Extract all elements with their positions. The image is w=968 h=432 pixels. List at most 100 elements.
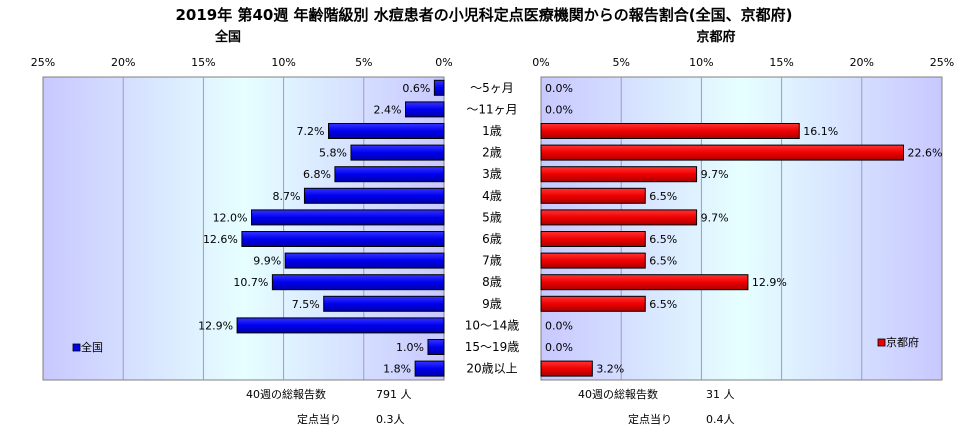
category-label: ～5ヶ月 xyxy=(470,81,514,95)
national-bars: 0.6%2.4% 7.2% 5.8% 6.8%8.7% 12.0% 12.6% 9.9% 10… xyxy=(198,79,445,377)
kyoto-data-label: 6.5% xyxy=(649,233,677,246)
kyoto-x-tick-label: 0% xyxy=(532,56,549,69)
kyoto-data-label: 6.5% xyxy=(649,255,677,268)
national-bar xyxy=(251,209,445,226)
category-label: 9歳 xyxy=(482,297,502,311)
national-data-label: 8.7% xyxy=(272,190,300,203)
category-label: 8歳 xyxy=(482,275,502,289)
national-bar xyxy=(427,339,445,355)
national-plot-area xyxy=(42,76,445,381)
national-data-label: 7.5% xyxy=(292,298,320,311)
kyoto-bar xyxy=(540,295,646,312)
kyoto-bar xyxy=(540,166,698,183)
category-label: 7歳 xyxy=(482,254,502,268)
national-legend-swatch xyxy=(72,343,81,352)
category-label: 4歳 xyxy=(482,189,502,203)
kyoto-bar xyxy=(540,360,593,377)
kyoto-bar xyxy=(540,231,646,247)
category-label: 15～19歳 xyxy=(465,340,520,354)
category-label: 10～14歳 xyxy=(465,318,520,332)
national-data-label: 1.0% xyxy=(396,341,424,354)
national-x-tick-label: 15% xyxy=(191,56,215,69)
kyoto-panel-title: 京都府 xyxy=(696,29,735,45)
kyoto-x-tick-label: 5% xyxy=(612,56,629,69)
national-bar xyxy=(328,123,445,139)
kyoto-bar xyxy=(540,209,698,226)
national-data-label: 0.6% xyxy=(402,82,430,95)
kyoto-data-label: 6.5% xyxy=(649,298,677,311)
main-title: 2019年 第40週 年齢階級別 水痘患者の小児科定点医療機関からの報告割合(全… xyxy=(175,6,792,24)
national-bar xyxy=(433,79,445,96)
kyoto-bars: 0.0% 0.0% 16.1% 22.6% 9.7% 6.5% 9.7% 6.5% 6.5% 12… xyxy=(540,82,943,377)
category-label: 20歳以上 xyxy=(466,362,517,376)
national-total-value: 791 人 xyxy=(376,388,412,401)
category-label: 6歳 xyxy=(482,232,502,246)
category-label: 2歳 xyxy=(482,146,502,160)
national-bar xyxy=(241,231,445,247)
national-x-tick-label: 0% xyxy=(435,56,452,69)
kyoto-legend-label: 京都府 xyxy=(886,335,919,349)
national-data-label: 1.8% xyxy=(383,363,411,376)
category-labels: ～5ヶ月 ～11ヶ月 1歳 2歳 3歳 4歳 5歳 6歳 7歳 8歳 9歳 10～14歳 15～19歳 2… xyxy=(465,81,520,376)
kyoto-plot-area xyxy=(540,76,943,381)
kyoto-data-label: 0.0% xyxy=(545,341,573,354)
national-data-label: 6.8% xyxy=(303,168,331,181)
kyoto-bar xyxy=(540,187,646,204)
kyoto-per-site-value: 0.4人 xyxy=(706,413,735,426)
national-data-label: 2.4% xyxy=(374,103,402,116)
kyoto-bar xyxy=(540,144,905,161)
kyoto-legend: 京都府 xyxy=(877,335,919,349)
kyoto-data-label: 3.2% xyxy=(596,363,624,376)
national-bar xyxy=(414,360,445,377)
kyoto-data-label: 6.5% xyxy=(649,190,677,203)
kyoto-data-label: 9.7% xyxy=(701,168,729,181)
kyoto-data-label: 16.1% xyxy=(803,125,838,138)
national-data-label: 7.2% xyxy=(297,125,325,138)
kyoto-x-tick-label: 20% xyxy=(850,56,874,69)
kyoto-x-tick-label: 25% xyxy=(930,56,954,69)
national-x-tick-label: 20% xyxy=(111,56,135,69)
kyoto-bar xyxy=(540,252,646,269)
kyoto-data-label: 0.0% xyxy=(545,319,573,332)
kyoto-bar xyxy=(540,123,800,139)
national-data-label: 12.9% xyxy=(198,319,233,332)
national-data-label: 10.7% xyxy=(233,276,268,289)
national-x-tick-label: 10% xyxy=(271,56,295,69)
kyoto-bar xyxy=(540,274,749,291)
national-total-label: 40週の総報告数 xyxy=(246,387,326,401)
national-data-label: 9.9% xyxy=(253,255,281,268)
national-bar xyxy=(323,295,445,312)
national-panel-title: 全国 xyxy=(214,29,241,45)
national-legend-label: 全国 xyxy=(81,340,103,354)
category-label: 5歳 xyxy=(482,210,502,224)
kyoto-x-tick-label: 15% xyxy=(769,56,793,69)
kyoto-summary: 40週の総報告数 31 人 定点当り 0.4人 xyxy=(578,387,735,426)
national-bar xyxy=(303,187,445,204)
kyoto-total-value: 31 人 xyxy=(706,388,735,401)
kyoto-data-label: 0.0% xyxy=(545,82,573,95)
kyoto-data-label: 0.0% xyxy=(545,103,573,116)
kyoto-data-label: 22.6% xyxy=(908,147,943,160)
national-bar xyxy=(271,274,445,291)
national-bar xyxy=(236,317,445,334)
national-summary: 40週の総報告数 791 人 定点当り 0.3人 xyxy=(246,387,412,426)
category-label: 1歳 xyxy=(482,124,502,138)
kyoto-data-label: 12.9% xyxy=(752,276,787,289)
national-data-label: 12.0% xyxy=(213,211,248,224)
kyoto-per-site-label: 定点当り xyxy=(628,412,672,426)
kyoto-total-label: 40週の総報告数 xyxy=(578,387,658,401)
national-bar xyxy=(405,101,445,118)
category-label: 3歳 xyxy=(482,167,502,181)
national-per-site-label: 定点当り xyxy=(297,412,341,426)
national-bar xyxy=(334,166,445,183)
national-bar xyxy=(350,144,445,161)
national-legend: 全国 xyxy=(72,340,103,354)
kyoto-x-tick-label: 10% xyxy=(689,56,713,69)
kyoto-legend-swatch xyxy=(877,338,886,347)
national-x-ticks: 25% 20% 15% 10% 5% 0% xyxy=(31,56,453,69)
national-data-label: 5.8% xyxy=(319,147,347,160)
national-x-tick-label: 25% xyxy=(31,56,55,69)
national-per-site-value: 0.3人 xyxy=(376,413,405,426)
